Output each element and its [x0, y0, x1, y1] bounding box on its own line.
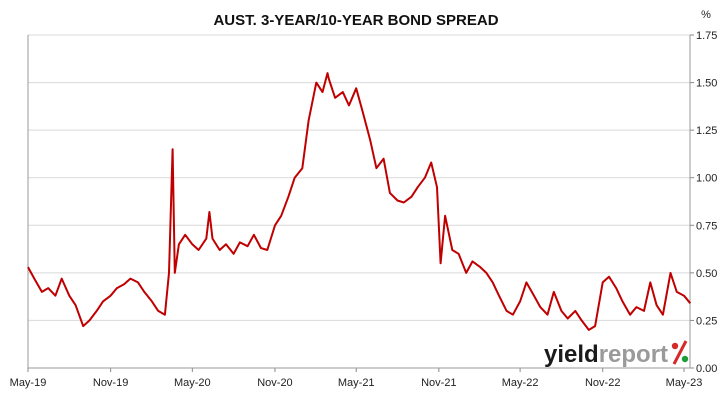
percent-dot-top	[671, 342, 679, 350]
x-tick-label: Nov-21	[421, 377, 456, 389]
x-tick-label: May-22	[502, 377, 539, 389]
x-tick-label: Nov-19	[93, 377, 128, 389]
y-tick-label: 1.00	[696, 173, 717, 185]
percent-slash	[672, 340, 688, 365]
x-tick-label: Nov-22	[585, 377, 620, 389]
x-tick-label: May-21	[338, 377, 375, 389]
y-tick-label: 1.75	[696, 30, 717, 42]
series-line	[27, 72, 692, 331]
y-tick-label: 0.25	[696, 315, 717, 327]
y-axis-unit: %	[701, 9, 711, 21]
logo-text: yieldreport	[544, 341, 668, 368]
series-group	[27, 72, 692, 331]
x-tick-label: May-20	[174, 377, 211, 389]
y-tick-label: 0.50	[696, 268, 717, 280]
y-tick-label: 0.00	[696, 363, 717, 375]
x-tick-label: May-19	[10, 377, 47, 389]
x-tick-label: May-23	[666, 377, 703, 389]
y-tick-label: 1.25	[696, 125, 717, 137]
percent-icon	[671, 340, 689, 365]
logo-word-report: report	[599, 341, 668, 368]
x-tick-label: Nov-20	[257, 377, 292, 389]
x-axis-ticks: May-19 Nov-19 May-20 Nov-20 May-21 Nov-21 May-…	[10, 368, 703, 389]
chart-title: AUST. 3-YEAR/10-YEAR BOND SPREAD	[213, 12, 498, 29]
percent-dot-bottom	[681, 355, 689, 363]
logo-word-yield: yield	[544, 341, 599, 368]
yieldreport-logo: yieldreport	[544, 340, 689, 368]
grid-lines	[28, 34, 690, 321]
y-tick-label: 0.75	[696, 220, 717, 232]
axes	[27, 35, 691, 369]
y-axis-ticks: 0.00 0.25 0.50 0.75 1.00 1.25 1.50 1.75	[690, 30, 717, 375]
y-tick-label: 1.50	[696, 78, 717, 90]
